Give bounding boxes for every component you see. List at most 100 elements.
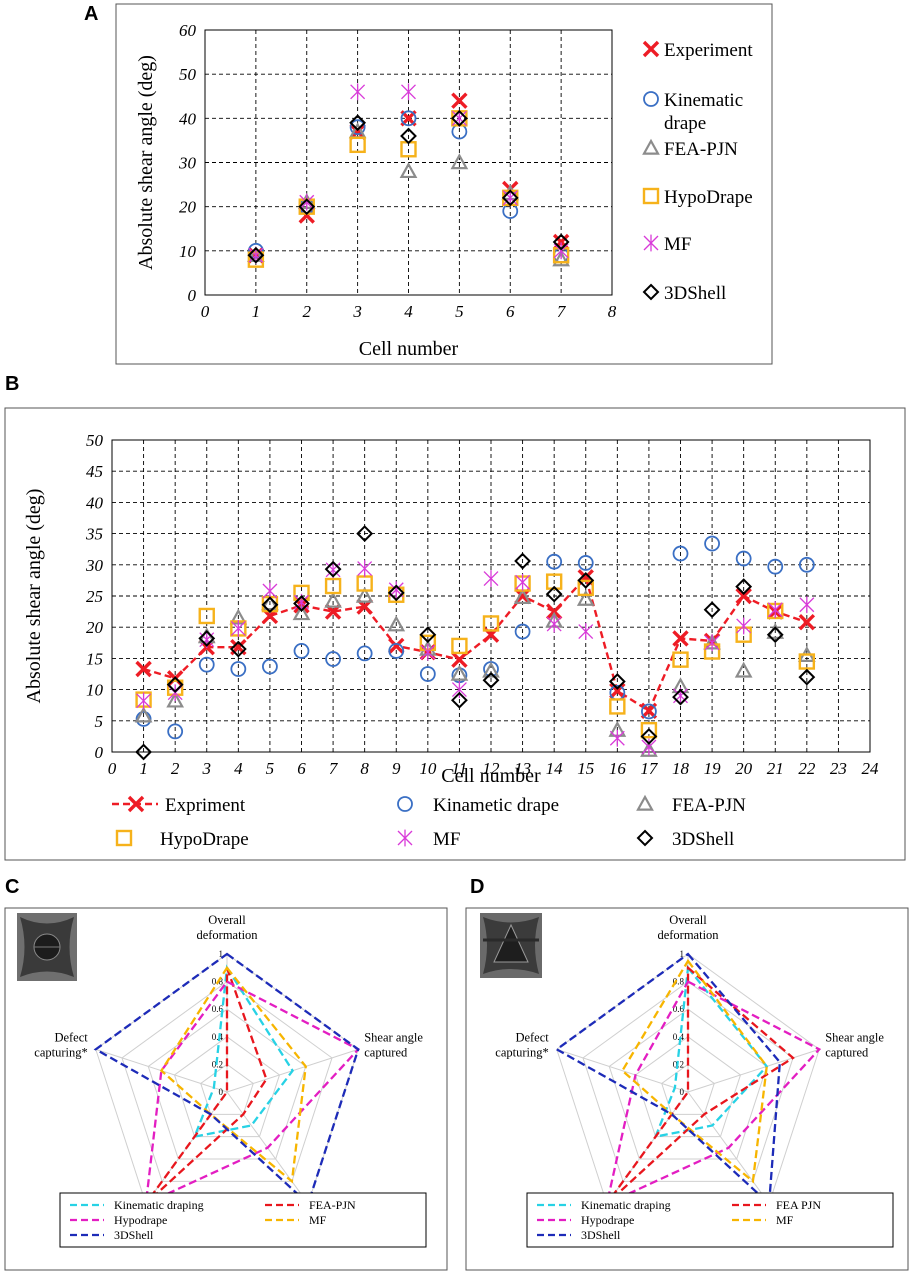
legend-label: drape	[664, 113, 706, 134]
data-point	[387, 584, 405, 602]
legend-marker	[642, 187, 660, 205]
radar-ring	[634, 1036, 742, 1138]
data-point	[609, 729, 625, 747]
legend-marker	[127, 795, 145, 813]
data-point	[136, 692, 152, 710]
data-point	[672, 545, 689, 562]
data-point	[482, 661, 500, 678]
radar-ring	[147, 1008, 307, 1160]
legend-item-radar_mf: MF	[265, 1213, 327, 1227]
data-point	[641, 703, 657, 720]
data-point	[229, 640, 247, 658]
radar-axis-label: deformation	[657, 928, 719, 942]
radar-tick-label: 1	[680, 949, 685, 959]
preform-photo-c	[17, 913, 77, 981]
radar-ring	[661, 1063, 715, 1115]
data-point	[704, 535, 720, 552]
data-point	[767, 601, 783, 619]
gridlines	[205, 30, 612, 295]
data-point	[324, 591, 342, 608]
radar-axis-label: Shear angle	[364, 1030, 423, 1044]
x-tick-label: 22	[798, 759, 816, 778]
panel-letter-b: B	[5, 373, 19, 395]
data-point	[135, 743, 152, 761]
data-point	[552, 250, 570, 267]
x-tick-label: 21	[767, 759, 784, 778]
x-tick-label: 7	[329, 759, 339, 778]
x-tick-label: 3	[202, 759, 212, 778]
data-point	[293, 595, 310, 612]
y-tick-label: 40	[86, 493, 104, 512]
data-point	[553, 242, 569, 260]
data-point	[546, 615, 562, 633]
legend-label: 3DShell	[664, 283, 726, 304]
data-point	[401, 83, 416, 101]
data-point	[545, 585, 563, 603]
data-point	[387, 615, 406, 632]
y-tick-label: 50	[86, 431, 104, 450]
radar-series-radar_mf	[159, 965, 307, 1184]
radar-spoke	[556, 1048, 689, 1093]
x-tick-label: 6	[506, 302, 515, 321]
legend-item-hypodrape: HypoDrape	[115, 829, 249, 850]
x-axis-label: Cell number	[359, 338, 459, 360]
y-tick-label: 50	[179, 65, 197, 84]
radar-ring	[608, 1008, 768, 1160]
data-point	[419, 666, 436, 682]
data-point	[451, 691, 468, 709]
data-point	[399, 162, 418, 179]
legend-marker	[643, 91, 659, 107]
data-point	[167, 723, 184, 740]
data-point	[514, 552, 531, 570]
data-point	[735, 550, 752, 567]
legend-marker	[636, 794, 654, 811]
data-point	[609, 698, 626, 715]
x-tick-label: 9	[392, 759, 401, 778]
legend-item-shell: 3DShell	[642, 283, 726, 304]
radar-series-radar_fea	[144, 967, 268, 1205]
data-point	[609, 682, 626, 700]
legend-label: FEA-PJN	[309, 1198, 356, 1212]
legend-label: FEA-PJN	[672, 795, 746, 816]
x-tick-label: 17	[640, 759, 659, 778]
data-point	[672, 688, 689, 706]
legend-label: 3DShell	[581, 1228, 621, 1242]
data-point	[577, 571, 595, 589]
data-point	[356, 525, 374, 543]
panel-letter-a: A	[84, 3, 98, 25]
data-point	[798, 668, 816, 686]
legend-label: Hypodrape	[114, 1213, 167, 1227]
data-point	[545, 603, 563, 620]
data-point	[734, 661, 753, 678]
data-point	[640, 721, 658, 739]
x-tick-label: 1	[252, 302, 261, 321]
series-line	[143, 574, 808, 713]
chart-a: 0 1 2 3 4 5 6 7 8 0 10 20 30 40 50 60 Cell number Absolut…	[135, 21, 753, 360]
radar-legend-box	[59, 1192, 427, 1248]
data-point	[577, 555, 594, 571]
data-point	[766, 626, 784, 644]
legend-b: Expriment Kinametic drape FEA-PJN HypoDrape…	[112, 794, 746, 850]
x-tick-label: 3	[352, 302, 362, 321]
x-tick-label: 14	[546, 759, 564, 778]
radar-tick-label: 0	[219, 1087, 224, 1097]
data-point	[400, 127, 417, 145]
data-point	[798, 614, 816, 631]
legend-item-radar_shell: 3DShell	[537, 1228, 621, 1242]
legend-label: FEA PJN	[776, 1198, 821, 1212]
data-point	[388, 637, 405, 655]
y-axis-label: Absolute shear angle (deg)	[23, 489, 45, 704]
data-point	[513, 587, 532, 604]
data-point	[450, 153, 469, 170]
data-point	[230, 620, 246, 637]
data-point	[356, 645, 373, 662]
legend-marker	[642, 40, 660, 58]
radar-series-radar_hypodrape	[605, 980, 822, 1206]
legend-item-hypodrape: HypoDrape	[642, 187, 753, 208]
panel-b-frame	[4, 407, 906, 861]
data-point	[292, 604, 311, 621]
legend-label: MF	[433, 829, 460, 850]
legend-item-experiment: Experiment	[642, 40, 753, 61]
data-point	[451, 92, 468, 109]
